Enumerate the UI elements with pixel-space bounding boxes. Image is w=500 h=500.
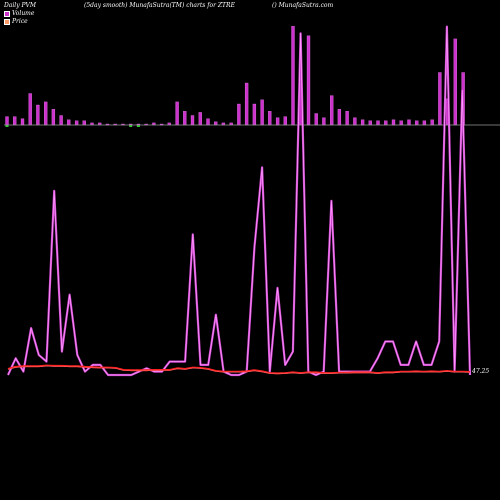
volume-bar [175,101,179,126]
volume-bar-down [136,125,140,127]
volume-bar [368,120,372,126]
volume-bar [244,82,249,126]
volume-bar [183,111,187,126]
volume-bar [237,103,241,126]
volume-bar [20,118,25,126]
legend-volume: Volume [4,10,34,17]
volume-bar-down [5,125,9,127]
volume-bar [206,118,210,126]
volume-bar [345,111,349,126]
volume-bar [415,120,419,126]
volume-bar [376,120,380,126]
header-left: Daily PVM [4,2,37,9]
volume-bar [306,35,311,126]
volume-bar [399,120,403,126]
volume-bar [384,120,388,126]
volume-bar [268,111,272,126]
volume-bar [322,117,326,126]
volume-bar [252,103,257,126]
volume-bar [453,38,457,126]
volume-bar [260,99,264,126]
volume-bar [353,117,357,126]
volume-bar [74,120,79,126]
pvm-lines [7,25,472,377]
volume-bar [198,112,202,126]
legend-volume-swatch [4,10,10,17]
volume-bar [13,116,17,126]
legend-price-label: Price [12,18,28,25]
volume-bars [5,26,465,127]
volume-bar [82,120,86,126]
volume-bar [67,119,71,126]
volume-bar [330,95,334,126]
volume-bar [407,119,411,126]
header-title: (5day smooth) MunafaSutra(TM) charts for… [84,2,235,9]
volume-bar [337,109,342,126]
volume-bar [314,113,318,126]
volume-bar [44,101,48,126]
price-line [7,364,471,375]
volume-bar [36,104,40,126]
volume-bar [51,109,56,126]
volume-bar [430,119,434,126]
price-line-highlight [7,365,471,375]
legend-volume-label: Volume [12,10,35,17]
legend-price: Price [4,18,28,25]
volume-bar [291,26,295,126]
volume-bar [28,93,32,126]
volume-bar [360,119,365,126]
header-right: () MunafaSutra.com [272,2,334,9]
volume-bar [5,116,9,126]
pvm-line-highlight [7,26,471,376]
volume-bar [391,119,396,126]
volume-bar [422,120,427,126]
volume-bar [438,72,442,126]
volume-bar [214,121,218,126]
volume-bar [275,117,280,126]
volume-bar-down [129,125,133,127]
volume-bar [59,115,63,126]
volume-bar [283,116,287,126]
legend-price-swatch [4,18,10,25]
volume-bar [190,115,195,126]
last-price-label: 47.25 [472,368,490,375]
